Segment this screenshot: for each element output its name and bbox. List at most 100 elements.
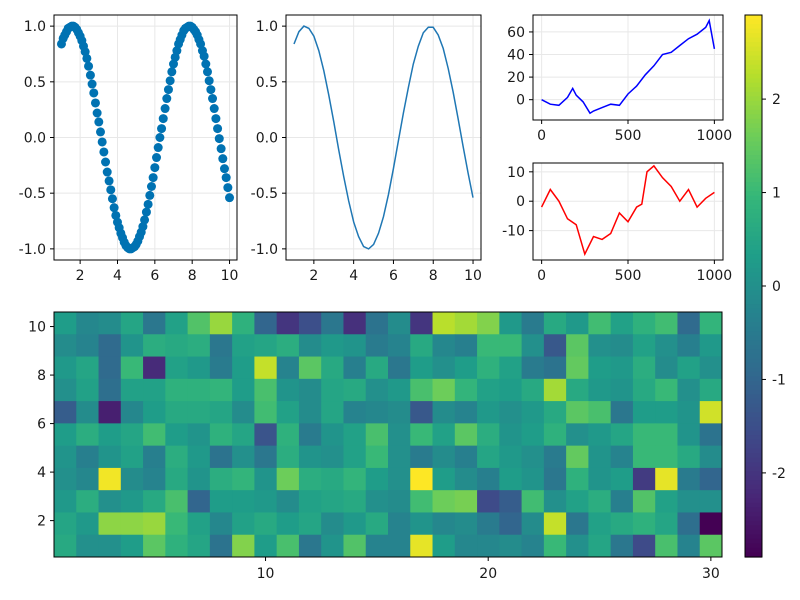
heatmap-cell <box>410 312 434 335</box>
scatter-point <box>209 104 219 114</box>
colorbar-band <box>745 416 762 423</box>
heatmap-cell <box>321 423 344 447</box>
heatmap-cell <box>276 312 300 335</box>
colorbar-band <box>745 263 762 269</box>
heatmap-cell <box>499 378 523 402</box>
heatmap-cell <box>566 445 589 469</box>
heatmap-cell <box>543 312 567 335</box>
heatmap-cell <box>632 312 656 335</box>
heatmap-cell <box>677 534 701 558</box>
heatmap-cell <box>343 378 367 402</box>
heatmap-cell <box>410 467 434 491</box>
heatmap-cell <box>365 334 389 358</box>
scatter-point <box>167 67 177 77</box>
colorbar-band <box>745 430 762 436</box>
heatmap-cell <box>254 467 278 491</box>
heatmap-cell <box>655 356 678 380</box>
heatmap-cell <box>321 401 344 424</box>
colorbar-band <box>745 376 762 382</box>
scatter-point <box>158 114 168 124</box>
scatter-point <box>219 164 229 174</box>
scatter-point <box>202 67 212 77</box>
y-tick-label: 6 <box>37 417 46 433</box>
heatmap-cell <box>76 490 100 513</box>
heatmap-cell <box>98 534 122 558</box>
scatter-point <box>99 147 109 157</box>
scatter-point <box>102 167 112 177</box>
colorbar-band <box>745 87 762 93</box>
scatter-point <box>155 133 165 142</box>
heatmap-cell <box>276 401 300 424</box>
colorbar-band <box>745 55 762 61</box>
heatmap-cell <box>610 378 634 402</box>
heatmap-cell <box>232 512 255 536</box>
heatmap-cell <box>365 378 389 402</box>
scatter-point <box>146 182 156 191</box>
heatmap-cell <box>610 534 634 558</box>
heatmap-panel: 10 20 30 2 4 6 8 10 <box>28 311 723 582</box>
heatmap-cell <box>677 490 701 513</box>
x-tick-label: 1000 <box>697 268 733 284</box>
heatmap-cell <box>54 534 77 558</box>
heatmap-cell <box>432 445 456 469</box>
colorbar-band <box>745 331 762 337</box>
heatmap-cell <box>588 312 612 335</box>
heatmap-cell <box>76 512 100 536</box>
heatmap-cell <box>165 467 189 491</box>
colorbar-band <box>745 371 762 377</box>
colorbar-band <box>745 195 762 201</box>
y-tick-label: 2 <box>37 514 46 530</box>
heatmap-cell <box>209 512 233 536</box>
heatmap-cell <box>610 356 634 380</box>
scatter-point <box>107 194 117 204</box>
heatmap-cell <box>454 312 478 335</box>
heatmap-cell <box>143 445 166 469</box>
heatmap-cell <box>321 467 344 491</box>
heatmap-cell <box>566 312 589 335</box>
heatmap-cell <box>521 378 545 402</box>
heatmap-cell <box>343 423 367 447</box>
heatmap-cell <box>699 356 723 380</box>
y-tick-label: -10 <box>502 224 525 240</box>
heatmap-cell <box>521 356 545 380</box>
heatmap-cell <box>477 534 500 558</box>
heatmap-cell <box>499 490 523 513</box>
heatmap-cell <box>232 334 255 358</box>
colorbar-band <box>745 444 762 450</box>
scatter-point <box>97 137 107 147</box>
colorbar-band <box>745 525 762 531</box>
heatmap-cell <box>276 378 300 402</box>
colorbar-tick-label: 2 <box>772 92 781 108</box>
scatter-point <box>94 117 104 127</box>
heatmap-cell <box>610 401 634 424</box>
blue-walk-panel: 0 500 1000 0 20 40 60 <box>507 14 732 144</box>
scatter-panel: 2 4 6 8 10 -1.0 -0.5 0.0 0.5 1.0 <box>19 14 238 284</box>
heatmap-cell <box>321 356 344 380</box>
heatmap-cell <box>76 534 100 558</box>
heatmap-cell <box>699 512 723 536</box>
colorbar-band <box>745 159 762 165</box>
colorbar-band <box>745 19 762 25</box>
heatmap-cell <box>632 534 656 558</box>
x-tick-label: 0 <box>537 268 546 284</box>
heatmap-cell <box>588 378 612 402</box>
heatmap-cell <box>477 467 500 491</box>
heatmap-cell <box>76 467 100 491</box>
colorbar-band <box>745 64 762 70</box>
colorbar-band <box>745 60 762 66</box>
colorbar-band <box>745 114 762 120</box>
heatmap-cell <box>209 490 233 513</box>
heatmap-cell <box>187 512 211 536</box>
x-tick-label: 10 <box>257 566 275 582</box>
scatter-point <box>162 94 172 104</box>
heatmap-cell <box>54 334 77 358</box>
colorbar-band <box>745 69 762 75</box>
colorbar-band <box>745 33 762 39</box>
scatter-point <box>160 104 170 114</box>
heatmap-cell <box>699 490 723 513</box>
colorbar-band <box>745 480 762 486</box>
heatmap-cell <box>566 378 589 402</box>
heatmap-cell <box>543 378 567 402</box>
heatmap-cell <box>143 401 166 424</box>
y-tick-label: 60 <box>507 25 525 41</box>
